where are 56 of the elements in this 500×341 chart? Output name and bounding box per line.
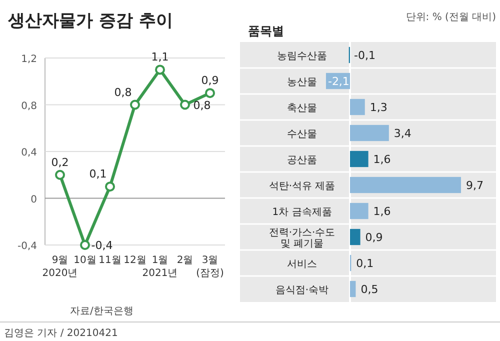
y-tick-label: 전력·가스·수도 및 폐기물 [268, 228, 336, 250]
point [180, 100, 190, 110]
y-tick-label: 수산물 [287, 129, 317, 140]
data-label: -2,1 [328, 75, 350, 88]
point [105, 182, 115, 192]
y-tick-label: 농산물 [287, 77, 317, 88]
bar [350, 124, 389, 142]
data-label: 0,8 [193, 98, 211, 112]
data-label: 1,6 [373, 205, 391, 218]
data-label: 9,7 [466, 179, 484, 192]
chart-subtitle: 단위: % (전월 대비) [406, 12, 496, 23]
point [205, 88, 215, 98]
data-label: -0,4 [91, 239, 113, 252]
data-label: 3,4 [394, 127, 412, 140]
text: 자료/한국은행 [70, 306, 134, 317]
bar [350, 228, 360, 246]
data-label: 0,8 [114, 86, 132, 99]
point [80, 240, 90, 250]
data-label: 0,9 [365, 231, 383, 244]
point [55, 170, 65, 180]
y-tick-label: 0 [30, 194, 37, 206]
y-tick-label: 1,2 [21, 54, 37, 65]
bar [350, 280, 356, 298]
bar [350, 150, 368, 168]
data-label: 0,1 [89, 168, 107, 181]
y-tick-label: 1차 금속제품 [272, 207, 332, 218]
x-tick-label: 3월 (잠정) [196, 255, 224, 279]
y-tick-label: -0,4 [17, 241, 37, 252]
bar [350, 98, 365, 116]
data-label: 0,1 [356, 257, 374, 270]
bar [350, 176, 461, 194]
data-label: -0,1 [354, 49, 376, 62]
y-tick-label: 서비스 [287, 259, 317, 270]
data-label: 0,2 [51, 156, 69, 169]
data-label: 1,1 [151, 50, 169, 64]
y-tick-label: 농림수산품 [277, 51, 327, 62]
y-tick-label: 석탄·석유 제품 [268, 181, 336, 192]
text: 김영은 기자 / 20210421 [4, 328, 118, 339]
point [130, 100, 140, 110]
y-tick-label: 축산물 [287, 103, 317, 114]
y-tick-label: 0,4 [21, 148, 37, 158]
data-label: 0,5 [360, 283, 378, 296]
data-label: 1,3 [370, 101, 388, 114]
x-tick-label: 12월 [124, 255, 146, 266]
chart-title: 생산자물가 증감 추이 [7, 11, 173, 31]
x-tick-label: 11월 [98, 255, 122, 266]
y-tick-label: 음식점·숙박 [275, 285, 329, 296]
y-tick-label: 0,8 [21, 100, 37, 112]
x-tick-label: 10월 [74, 255, 96, 266]
point [155, 64, 165, 75]
bar [350, 202, 368, 220]
x-tick-label: 2월 [176, 255, 194, 266]
data-label: 0,9 [201, 74, 219, 88]
y-tick-label: 공산품 [287, 155, 317, 166]
chart-title: 품목별 [248, 24, 284, 38]
data-label: 1,6 [373, 153, 391, 166]
